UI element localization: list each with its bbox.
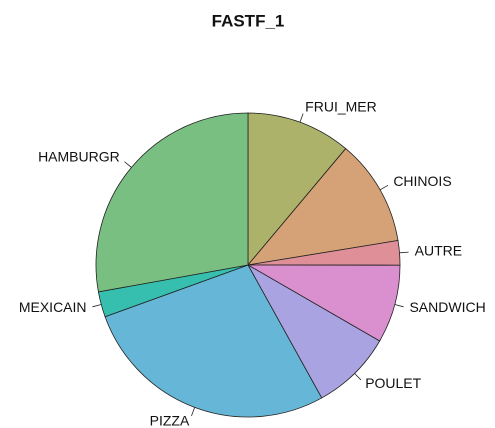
label-line <box>299 113 304 123</box>
slice-label: SANDWICH <box>409 299 485 315</box>
label-line <box>399 251 409 254</box>
slice-label: HAMBURGR <box>38 148 120 164</box>
label-line <box>92 304 102 308</box>
pie-slice <box>247 147 399 266</box>
slice-label: MEXICAIN <box>19 299 87 315</box>
label-line <box>379 184 389 191</box>
pie-slice <box>247 112 347 267</box>
slice-label: AUTRE <box>415 242 462 258</box>
label-line <box>394 304 404 308</box>
label-line <box>354 373 362 381</box>
label-line <box>191 407 196 417</box>
label-line <box>124 161 132 168</box>
pie-slice <box>95 112 249 293</box>
slice-label: PIZZA <box>150 412 190 428</box>
chart-title: FASTF_1 <box>212 11 285 30</box>
slice-label: CHINOIS <box>393 173 451 189</box>
pie-slice <box>246 263 381 399</box>
slice-label: POULET <box>365 375 421 391</box>
slice-label: FRUI_MER <box>305 99 377 115</box>
